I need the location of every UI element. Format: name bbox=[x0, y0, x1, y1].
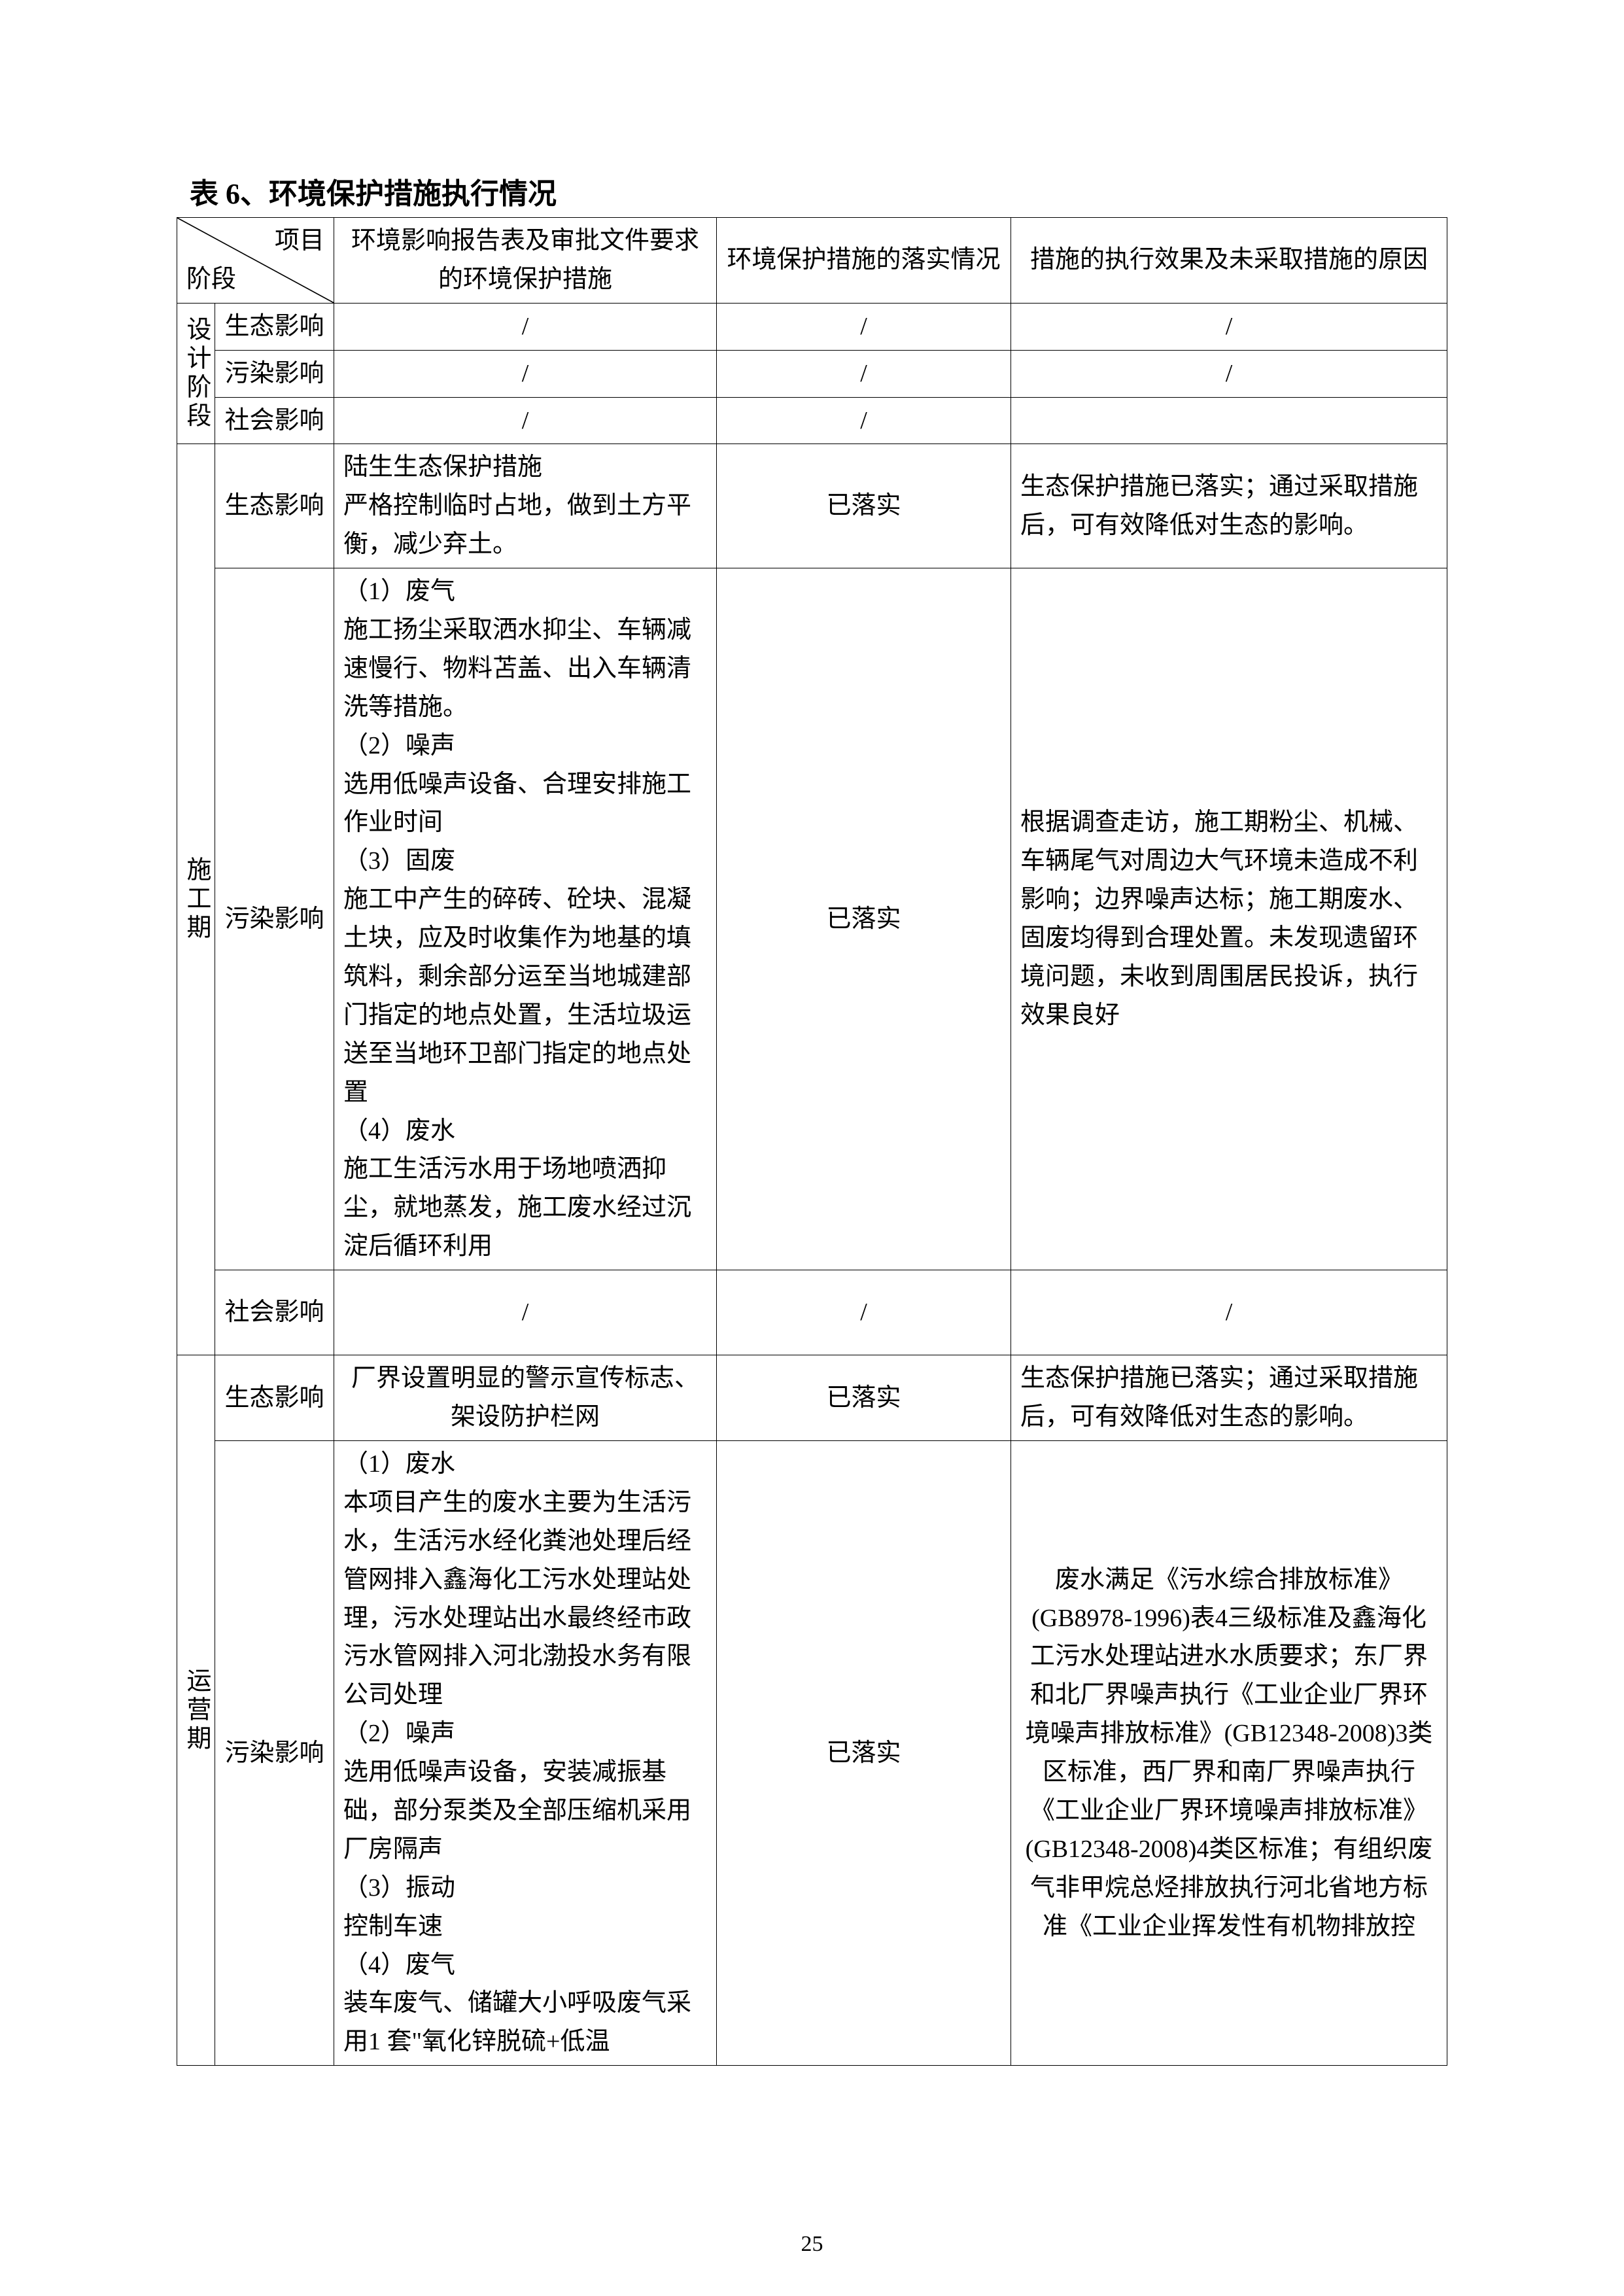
cell-effect: / bbox=[1011, 1270, 1447, 1355]
cell-effect: 废水满足《污水综合排放标准》(GB8978-1996)表4三级标准及鑫海化工污水… bbox=[1011, 1440, 1447, 2065]
table-row: 社会影响 / / bbox=[177, 397, 1447, 444]
cell-effect: 生态保护措施已落实；通过采取措施后，可有效降低对生态的影响。 bbox=[1011, 444, 1447, 568]
item-social: 社会影响 bbox=[215, 1270, 334, 1355]
cell-measure: 厂界设置明显的警示宣传标志、架设防护栏网 bbox=[334, 1355, 717, 1441]
cell-status: 已落实 bbox=[717, 1440, 1011, 2065]
cell-status: / bbox=[717, 397, 1011, 444]
cell-status: / bbox=[717, 303, 1011, 350]
header-diag-top: 项目 bbox=[275, 222, 324, 260]
cell-status: / bbox=[717, 1270, 1011, 1355]
header-status: 环境保护措施的落实情况 bbox=[717, 218, 1011, 304]
cell-measure: （1）废水本项目产生的废水主要为生活污水，生活污水经化粪池处理后经管网排入鑫海化… bbox=[334, 1440, 717, 2065]
phase-design: 设计阶段 bbox=[177, 303, 215, 444]
table-row: 施工期 生态影响 陆生生态保护措施严格控制临时占地，做到土方平衡，减少弃土。 已… bbox=[177, 444, 1447, 568]
table-row: 运营期 生态影响 厂界设置明显的警示宣传标志、架设防护栏网 已落实 生态保护措施… bbox=[177, 1355, 1447, 1441]
phase-operation: 运营期 bbox=[177, 1355, 215, 2066]
cell-measure: （1）废气施工扬尘采取洒水抑尘、车辆减速慢行、物料苫盖、出入车辆清洗等措施。（2… bbox=[334, 568, 717, 1270]
item-eco: 生态影响 bbox=[215, 303, 334, 350]
header-effect: 措施的执行效果及未采取措施的原因 bbox=[1011, 218, 1447, 304]
item-social: 社会影响 bbox=[215, 397, 334, 444]
item-eco: 生态影响 bbox=[215, 444, 334, 568]
cell-measure: / bbox=[334, 303, 717, 350]
item-pollution: 污染影响 bbox=[215, 1440, 334, 2065]
measures-table: 项目 阶段 环境影响报告表及审批文件要求的环境保护措施 环境保护措施的落实情况 … bbox=[177, 217, 1447, 2066]
table-row: 污染影响 （1）废水本项目产生的废水主要为生活污水，生活污水经化粪池处理后经管网… bbox=[177, 1440, 1447, 2065]
table-row: 社会影响 / / / bbox=[177, 1270, 1447, 1355]
table-row: 污染影响 / / / bbox=[177, 350, 1447, 397]
table-row: 污染影响 （1）废气施工扬尘采取洒水抑尘、车辆减速慢行、物料苫盖、出入车辆清洗等… bbox=[177, 568, 1447, 1270]
header-diagonal-cell: 项目 阶段 bbox=[177, 218, 334, 304]
cell-status: / bbox=[717, 350, 1011, 397]
header-diag-bottom: 阶段 bbox=[186, 260, 236, 299]
cell-effect: / bbox=[1011, 303, 1447, 350]
item-eco: 生态影响 bbox=[215, 1355, 334, 1441]
page-title: 表 6、环境保护措施执行情况 bbox=[177, 170, 1447, 212]
cell-status: 已落实 bbox=[717, 568, 1011, 1270]
cell-status: 已落实 bbox=[717, 444, 1011, 568]
header-measure: 环境影响报告表及审批文件要求的环境保护措施 bbox=[334, 218, 717, 304]
cell-effect bbox=[1011, 397, 1447, 444]
cell-status: 已落实 bbox=[717, 1355, 1011, 1441]
cell-effect: / bbox=[1011, 350, 1447, 397]
cell-effect: 根据调查走访，施工期粉尘、机械、车辆尾气对周边大气环境未造成不利影响；边界噪声达… bbox=[1011, 568, 1447, 1270]
phase-construction: 施工期 bbox=[177, 444, 215, 1355]
item-pollution: 污染影响 bbox=[215, 568, 334, 1270]
cell-measure: / bbox=[334, 397, 717, 444]
cell-measure: / bbox=[334, 350, 717, 397]
cell-measure: 陆生生态保护措施严格控制临时占地，做到土方平衡，减少弃土。 bbox=[334, 444, 717, 568]
table-row: 设计阶段 生态影响 / / / bbox=[177, 303, 1447, 350]
cell-effect: 生态保护措施已落实；通过采取措施后，可有效降低对生态的影响。 bbox=[1011, 1355, 1447, 1441]
cell-measure: / bbox=[334, 1270, 717, 1355]
page-number: 25 bbox=[0, 2232, 1624, 2257]
table-header-row: 项目 阶段 环境影响报告表及审批文件要求的环境保护措施 环境保护措施的落实情况 … bbox=[177, 218, 1447, 304]
item-pollution: 污染影响 bbox=[215, 350, 334, 397]
